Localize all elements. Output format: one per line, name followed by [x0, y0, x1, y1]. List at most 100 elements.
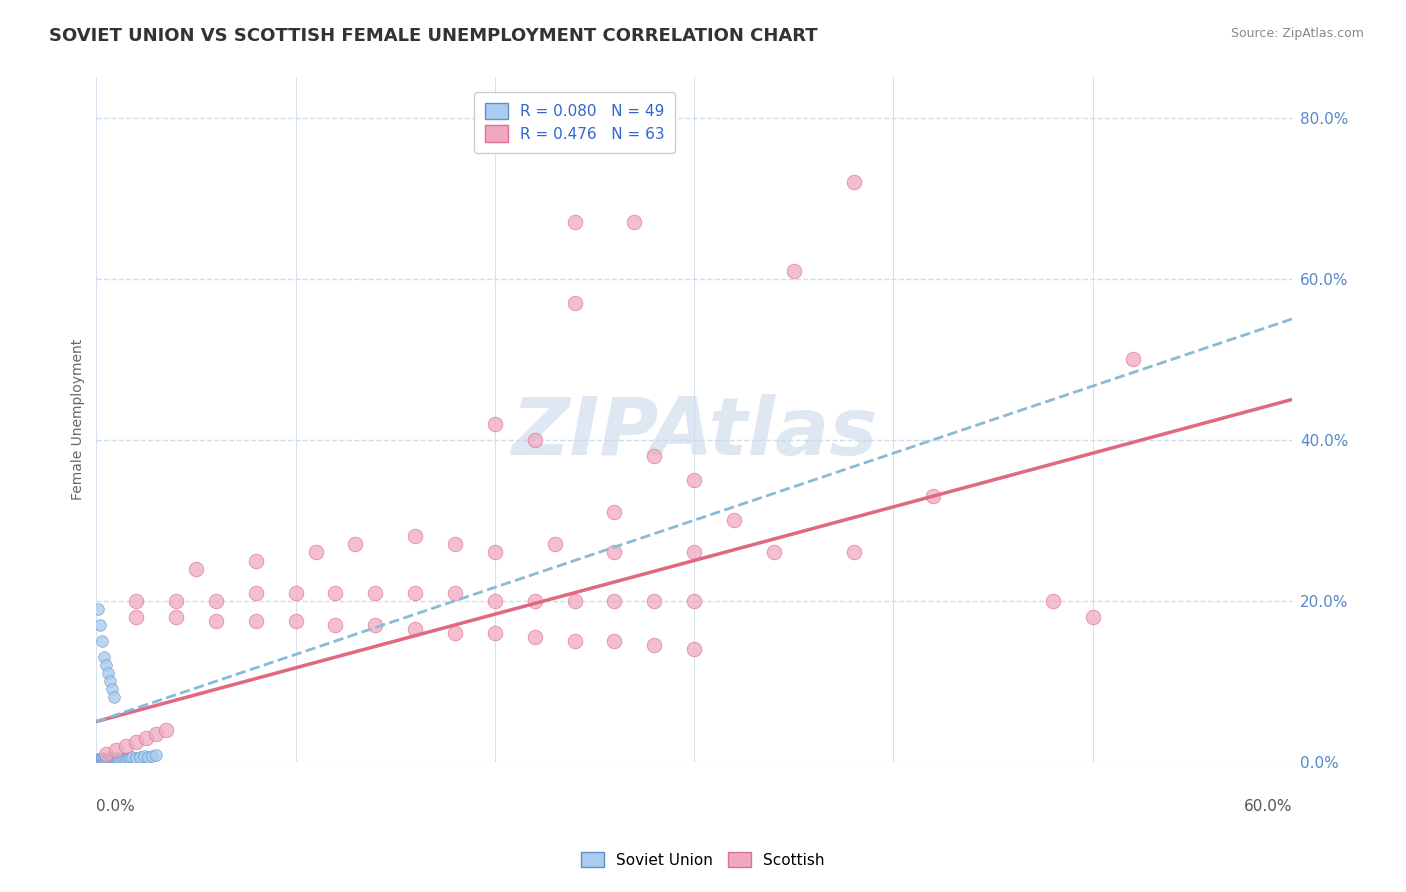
- Point: [523, 630, 546, 644]
- Point: [103, 753, 125, 767]
- Point: [93, 752, 115, 766]
- Point: [842, 545, 865, 559]
- Point: [125, 734, 148, 748]
- Point: [101, 752, 124, 766]
- Point: [96, 747, 118, 761]
- Point: [135, 731, 157, 745]
- Point: [112, 751, 135, 765]
- Point: [125, 593, 148, 607]
- Point: [107, 752, 129, 766]
- Point: [603, 505, 626, 519]
- Point: [184, 561, 207, 575]
- Point: [96, 658, 118, 673]
- Point: [922, 489, 945, 503]
- Point: [125, 751, 148, 765]
- Point: [484, 417, 506, 431]
- Point: [364, 618, 387, 632]
- Point: [145, 726, 167, 740]
- Point: [683, 473, 706, 487]
- Point: [97, 753, 120, 767]
- Point: [723, 513, 745, 527]
- Point: [120, 751, 142, 765]
- Point: [643, 449, 665, 463]
- Point: [564, 215, 586, 229]
- Legend: R = 0.080   N = 49, R = 0.476   N = 63: R = 0.080 N = 49, R = 0.476 N = 63: [474, 92, 675, 153]
- Point: [115, 751, 138, 765]
- Point: [97, 751, 120, 765]
- Point: [683, 593, 706, 607]
- Point: [165, 593, 187, 607]
- Point: [245, 553, 267, 567]
- Point: [89, 753, 111, 767]
- Point: [93, 650, 115, 665]
- Point: [93, 753, 115, 767]
- Point: [141, 749, 163, 764]
- Point: [325, 585, 347, 599]
- Point: [1042, 593, 1064, 607]
- Point: [87, 753, 110, 767]
- Point: [623, 215, 645, 229]
- Text: Source: ZipAtlas.com: Source: ZipAtlas.com: [1230, 27, 1364, 40]
- Point: [105, 742, 128, 756]
- Point: [87, 602, 110, 616]
- Point: [603, 545, 626, 559]
- Point: [110, 752, 132, 766]
- Point: [115, 739, 138, 753]
- Text: ZIPAtlas: ZIPAtlas: [510, 394, 877, 472]
- Point: [91, 751, 114, 765]
- Point: [284, 585, 307, 599]
- Point: [205, 614, 228, 628]
- Point: [107, 751, 129, 765]
- Point: [444, 585, 467, 599]
- Point: [643, 638, 665, 652]
- Point: [98, 752, 121, 766]
- Point: [603, 593, 626, 607]
- Point: [564, 634, 586, 648]
- Point: [105, 751, 128, 765]
- Point: [134, 749, 156, 764]
- Point: [205, 593, 228, 607]
- Point: [97, 666, 120, 681]
- Y-axis label: Female Unemployment: Female Unemployment: [72, 339, 86, 500]
- Point: [111, 751, 134, 765]
- Point: [484, 626, 506, 640]
- Point: [523, 433, 546, 447]
- Point: [284, 614, 307, 628]
- Text: 60.0%: 60.0%: [1243, 799, 1292, 814]
- Point: [165, 610, 187, 624]
- Point: [103, 690, 125, 705]
- Point: [96, 753, 118, 767]
- Legend: Soviet Union, Scottish: Soviet Union, Scottish: [574, 844, 832, 875]
- Point: [155, 723, 177, 737]
- Point: [145, 748, 167, 763]
- Point: [444, 626, 467, 640]
- Point: [762, 545, 785, 559]
- Point: [117, 751, 139, 765]
- Point: [87, 752, 110, 766]
- Point: [683, 545, 706, 559]
- Point: [484, 545, 506, 559]
- Point: [125, 610, 148, 624]
- Point: [304, 545, 326, 559]
- Point: [1122, 352, 1144, 367]
- Point: [93, 751, 115, 765]
- Point: [842, 175, 865, 189]
- Point: [96, 754, 118, 768]
- Point: [121, 750, 143, 764]
- Point: [98, 751, 121, 765]
- Point: [136, 750, 159, 764]
- Point: [91, 634, 114, 648]
- Point: [245, 614, 267, 628]
- Point: [91, 754, 114, 768]
- Point: [91, 752, 114, 766]
- Point: [101, 682, 124, 697]
- Point: [89, 618, 111, 632]
- Point: [564, 296, 586, 310]
- Point: [105, 751, 128, 765]
- Point: [564, 593, 586, 607]
- Point: [643, 593, 665, 607]
- Point: [98, 674, 121, 689]
- Point: [103, 752, 125, 766]
- Point: [523, 593, 546, 607]
- Point: [783, 263, 806, 277]
